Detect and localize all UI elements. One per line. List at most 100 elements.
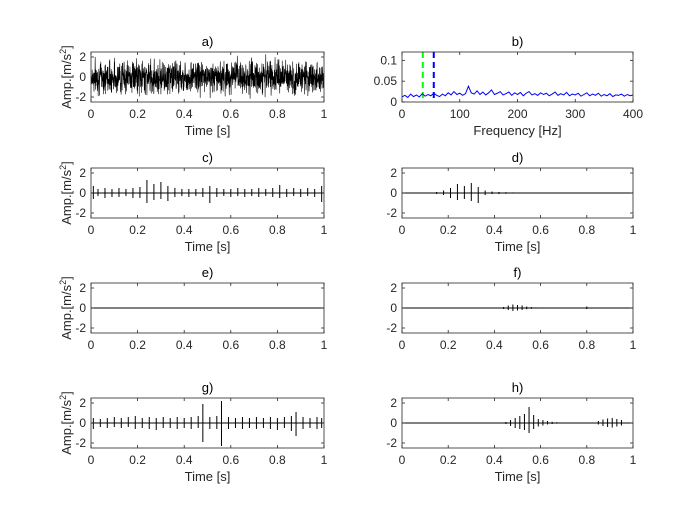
x-tick-label: 0.6 bbox=[222, 107, 239, 121]
panel-title: f) bbox=[514, 265, 522, 280]
plot-area-a bbox=[91, 54, 324, 99]
y-tick-label: 2 bbox=[390, 166, 397, 180]
x-axis-label: Time [s] bbox=[185, 239, 231, 254]
y-tick-label: 2 bbox=[79, 396, 86, 410]
x-tick-label: 300 bbox=[565, 107, 585, 121]
x-axis-label: Time [s] bbox=[495, 239, 541, 254]
x-tick-label: 1 bbox=[321, 107, 328, 121]
panel-title: a) bbox=[202, 34, 214, 49]
x-tick-label: 0 bbox=[399, 338, 406, 352]
x-axis-label: Time [s] bbox=[495, 469, 541, 484]
x-tick-label: 0 bbox=[88, 107, 95, 121]
y-axis-label-main: Amp.[m/s bbox=[59, 169, 74, 224]
panel-title: b) bbox=[512, 34, 524, 49]
y-axis-label: Amp.[m/s2] bbox=[58, 45, 74, 109]
y-axis-label-main: Amp.[m/s bbox=[59, 284, 74, 339]
x-tick-label: 0.2 bbox=[440, 223, 457, 237]
x-tick-label: 400 bbox=[623, 107, 643, 121]
y-axis-label-sup: 2 bbox=[58, 165, 68, 170]
plot-area-d bbox=[402, 183, 633, 203]
y-tick-label: 0 bbox=[79, 416, 86, 430]
x-tick-label: 0.8 bbox=[269, 107, 286, 121]
noise-signal-line bbox=[91, 54, 324, 99]
x-tick-label: 0.2 bbox=[129, 453, 146, 467]
y-tick-label: -2 bbox=[75, 90, 86, 104]
x-tick-label: 1 bbox=[321, 338, 328, 352]
x-tick-label: 100 bbox=[450, 107, 470, 121]
x-tick-label: 0.4 bbox=[486, 453, 503, 467]
panel-title: d) bbox=[512, 150, 524, 165]
y-tick-label: -2 bbox=[386, 321, 397, 335]
x-tick-label: 0 bbox=[399, 453, 406, 467]
y-axis-label: Amp.[m/s2] bbox=[58, 276, 74, 340]
panel-b: 0 100 200 300 400 0 0.05 0.1 b) Frequency [Hz] bbox=[374, 34, 644, 138]
y-axis-label-sup: 2 bbox=[58, 280, 68, 285]
y-axis-label-close: ] bbox=[59, 276, 74, 280]
x-tick-label: 0.6 bbox=[532, 223, 549, 237]
x-tick-label: 0.6 bbox=[222, 453, 239, 467]
x-tick-label: 0.6 bbox=[532, 338, 549, 352]
x-tick-label: 0.2 bbox=[129, 223, 146, 237]
x-tick-label: 0.2 bbox=[440, 338, 457, 352]
x-tick-label: 1 bbox=[321, 453, 328, 467]
x-tick-label: 0.4 bbox=[176, 223, 193, 237]
x-tick-label: 0.8 bbox=[269, 453, 286, 467]
y-tick-label: 0.1 bbox=[380, 53, 397, 67]
x-tick-label: 0.8 bbox=[269, 223, 286, 237]
x-tick-label: 1 bbox=[630, 338, 637, 352]
plot-area-c bbox=[91, 180, 324, 203]
x-tick-label: 0.6 bbox=[532, 453, 549, 467]
y-tick-label: 2 bbox=[79, 50, 86, 64]
y-tick-label: 0.05 bbox=[374, 74, 398, 88]
y-axis-label: Amp.[m/s2] bbox=[58, 161, 74, 225]
y-tick-label: 0 bbox=[79, 186, 86, 200]
x-tick-label: 0.6 bbox=[222, 338, 239, 352]
x-axis-label: Time [s] bbox=[185, 469, 231, 484]
y-axis-label-sup: 2 bbox=[58, 395, 68, 400]
y-tick-label: -2 bbox=[75, 206, 86, 220]
x-tick-label: 1 bbox=[321, 223, 328, 237]
plot-area-g bbox=[91, 401, 324, 446]
plot-area-b bbox=[402, 52, 633, 102]
y-axis-label-close: ] bbox=[59, 161, 74, 165]
x-axis-label: Frequency [Hz] bbox=[473, 123, 561, 138]
y-tick-label: 2 bbox=[390, 396, 397, 410]
x-tick-label: 0 bbox=[399, 223, 406, 237]
panel-title: e) bbox=[202, 265, 214, 280]
x-tick-label: 0 bbox=[88, 453, 95, 467]
x-tick-label: 0 bbox=[88, 223, 95, 237]
y-tick-label: 0 bbox=[390, 301, 397, 315]
y-tick-label: 2 bbox=[79, 166, 86, 180]
y-tick-label: 0 bbox=[390, 186, 397, 200]
y-tick-label: 0 bbox=[79, 70, 86, 84]
y-axis-label-close: ] bbox=[59, 391, 74, 395]
plot-area-f bbox=[402, 304, 633, 311]
y-axis-label: Amp.[m/s2] bbox=[58, 391, 74, 455]
y-tick-label: 0 bbox=[390, 95, 397, 109]
y-tick-label: -2 bbox=[75, 321, 86, 335]
x-tick-label: 0.4 bbox=[176, 107, 193, 121]
x-tick-label: 1 bbox=[630, 453, 637, 467]
y-axis-label-main: Amp.[m/s bbox=[59, 53, 74, 108]
y-tick-label: -2 bbox=[386, 436, 397, 450]
y-tick-label: 2 bbox=[79, 281, 86, 295]
y-axis-label-main: Amp.[m/s bbox=[59, 399, 74, 454]
panel-title: g) bbox=[202, 380, 214, 395]
plot-area-h bbox=[402, 407, 633, 433]
x-tick-label: 0.2 bbox=[129, 338, 146, 352]
x-tick-label: 0.8 bbox=[578, 453, 595, 467]
y-tick-label: 2 bbox=[390, 281, 397, 295]
x-tick-label: 0 bbox=[88, 338, 95, 352]
y-tick-label: 0 bbox=[390, 416, 397, 430]
x-tick-label: 0.4 bbox=[176, 453, 193, 467]
y-axis-label-sup: 2 bbox=[58, 49, 68, 54]
x-tick-label: 0.4 bbox=[176, 338, 193, 352]
